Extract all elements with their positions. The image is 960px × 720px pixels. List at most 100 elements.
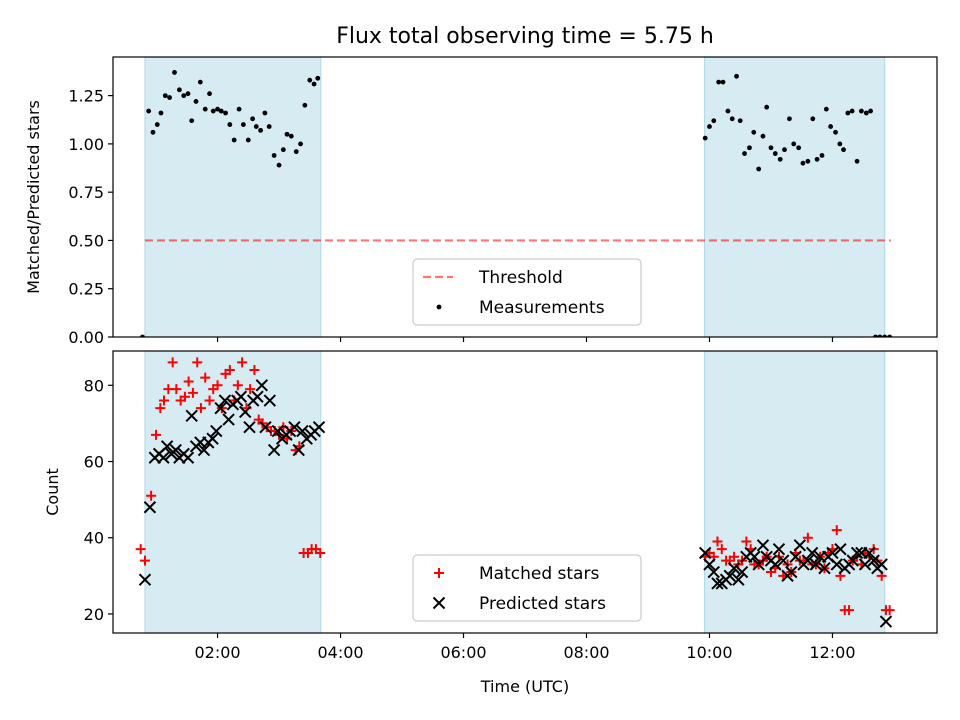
predicted-star-point — [772, 542, 786, 556]
observing-window — [144, 56, 322, 338]
axes-frame — [112, 350, 938, 634]
predicted-star-point — [271, 424, 285, 438]
measurement-point — [236, 106, 242, 112]
matched-star-point — [716, 544, 727, 555]
measurement-point — [777, 156, 783, 162]
y-tick-label: 1.25 — [68, 87, 104, 106]
matched-star-point — [139, 555, 150, 566]
predicted-star-point — [805, 546, 819, 560]
measurement-point — [716, 79, 722, 85]
measurement-point — [154, 122, 160, 127]
matched-star-point — [187, 387, 198, 398]
matched-star-point — [179, 391, 190, 402]
measurement-point — [854, 158, 860, 164]
measurement-point — [177, 87, 182, 93]
matched-star-point — [159, 395, 170, 406]
predicted-star-point — [160, 440, 174, 453]
observing-window — [704, 56, 886, 338]
matched-star-point — [245, 384, 256, 395]
legend-measurement-swatch — [436, 304, 442, 310]
measurement-point — [215, 106, 220, 112]
matched-star-point — [204, 395, 215, 406]
measurement-point — [791, 141, 797, 147]
legend-label: Measurements — [479, 298, 605, 318]
y-tick-label: 20 — [84, 605, 104, 624]
matched-star-point — [200, 372, 211, 383]
predicted-star-point — [206, 432, 219, 445]
chart-title: Flux total observing time = 5.75 h — [336, 24, 714, 49]
measurement-point — [707, 124, 712, 129]
measurement-point — [210, 108, 216, 114]
measurement-point — [315, 75, 321, 81]
predicted-star-point — [875, 558, 888, 571]
matched-star-point — [155, 403, 166, 414]
measurement-point — [162, 93, 168, 99]
measurement-point — [841, 147, 846, 153]
y-tick-label: 1.00 — [68, 135, 104, 154]
legend-label: Threshold — [478, 268, 563, 288]
predicted-star-point — [181, 451, 195, 464]
measurement-point — [172, 70, 177, 75]
legend-matched-swatch — [434, 568, 444, 578]
measurement-point — [868, 108, 873, 114]
measurement-point — [796, 145, 802, 151]
matched-star-point — [195, 403, 206, 414]
y-tick-label: 80 — [84, 376, 104, 395]
matched-star-point — [151, 429, 162, 440]
matched-star-point — [192, 357, 203, 368]
plot-area — [135, 357, 895, 628]
measurement-point — [814, 156, 820, 162]
measurement-point — [810, 116, 816, 122]
measurement-point — [756, 166, 762, 172]
y-tick-label: 0.00 — [68, 328, 104, 347]
predicted-star-point — [879, 615, 893, 628]
predicted-star-point — [850, 546, 864, 560]
matched-star-point — [741, 536, 752, 547]
measurement-point — [787, 116, 792, 122]
predicted-star-point — [711, 577, 724, 590]
measurement-point — [185, 91, 191, 97]
measurement-point — [150, 129, 156, 135]
matched-star-point — [146, 490, 157, 501]
matched-star-point — [232, 380, 243, 391]
predicted-star-point — [830, 558, 843, 571]
measurement-point — [849, 108, 855, 114]
predicted-star-point — [818, 562, 831, 575]
predicted-star-point — [143, 501, 157, 514]
x-tick-label: 04:00 — [317, 643, 363, 662]
predicted-star-point — [197, 443, 211, 457]
measurement-point — [158, 110, 164, 116]
predicted-star-point — [867, 554, 880, 567]
predicted-star-point — [703, 558, 716, 571]
x-tick-label: 08:00 — [563, 643, 609, 662]
measurement-point — [800, 160, 806, 166]
predicted-star-point — [185, 409, 198, 422]
measurement-point — [266, 124, 272, 129]
legend-predicted-swatch — [432, 596, 446, 610]
measurement-point — [293, 149, 299, 155]
measurement-point — [725, 108, 731, 114]
matched-star-point — [802, 532, 813, 543]
predicted-star-point — [777, 554, 790, 567]
measurement-point — [298, 141, 303, 147]
predicted-star-point — [834, 542, 847, 556]
predicted-star-point — [255, 379, 269, 392]
measurement-point — [729, 116, 735, 122]
predicted-star-point — [735, 565, 749, 579]
legend-box — [412, 554, 642, 622]
measurement-point — [747, 145, 752, 151]
matched-star-point — [712, 536, 723, 547]
observing-window — [704, 350, 886, 634]
predicted-star-point — [267, 443, 281, 457]
measurement-point — [751, 129, 757, 135]
predicted-star-point — [222, 413, 235, 426]
measurement-point — [240, 122, 246, 127]
y-tick-label: 0.75 — [68, 183, 104, 202]
y-tick-label: 0.50 — [68, 231, 104, 250]
measurement-point — [858, 108, 864, 114]
predicted-star-point — [210, 424, 223, 438]
measurement-point — [284, 131, 290, 137]
measurement-point — [231, 137, 237, 143]
measurement-point — [823, 106, 829, 112]
